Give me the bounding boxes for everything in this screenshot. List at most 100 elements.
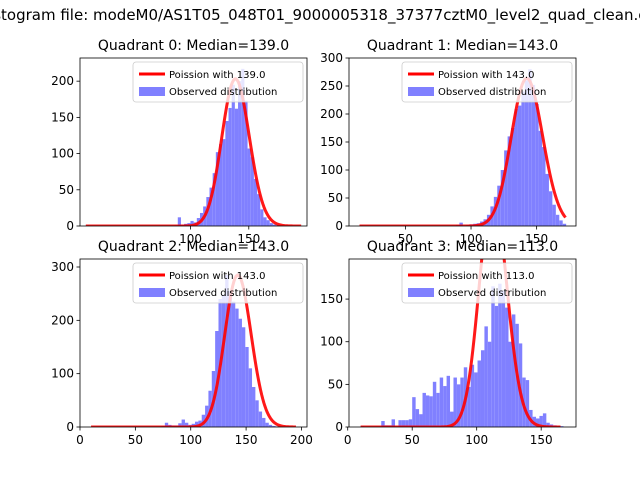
panel-title: Quadrant 2: Median=143.0 bbox=[98, 239, 289, 255]
x-tick-label: 100 bbox=[179, 433, 202, 447]
histogram-bar bbox=[450, 411, 454, 427]
histogram-bar bbox=[459, 222, 463, 226]
histogram-bar bbox=[401, 420, 406, 427]
histogram-bar bbox=[228, 107, 232, 226]
histogram-bar bbox=[231, 301, 236, 427]
histogram-bar bbox=[252, 387, 256, 427]
y-tick-label: 200 bbox=[51, 74, 74, 88]
histogram-bar bbox=[177, 217, 181, 226]
x-tick-label: 100 bbox=[465, 433, 488, 447]
figure-suptitle: Histogram file: modeM0/AS1T05_048T01_900… bbox=[0, 6, 640, 25]
y-tick-label: 0 bbox=[335, 219, 343, 233]
histogram-bar bbox=[436, 392, 440, 427]
y-tick-label: 200 bbox=[320, 107, 343, 121]
y-tick-label: 50 bbox=[328, 191, 343, 205]
y-tick-label: 100 bbox=[320, 335, 343, 349]
histogram-bar bbox=[272, 425, 276, 427]
histogram-bar bbox=[505, 307, 509, 427]
histogram-bar bbox=[508, 341, 512, 427]
histogram-bar bbox=[260, 209, 264, 226]
histogram-bar bbox=[225, 121, 229, 226]
histogram-bar bbox=[560, 426, 564, 427]
poisson-line bbox=[85, 77, 302, 226]
histogram-bar bbox=[542, 147, 546, 226]
histogram-bar bbox=[539, 415, 543, 427]
legend-label-poisson: Poission with 139.0 bbox=[169, 70, 265, 81]
histogram-bar bbox=[221, 294, 226, 427]
histogram-bar bbox=[234, 108, 239, 226]
y-tick-label: 300 bbox=[320, 51, 343, 65]
histogram-bar bbox=[250, 157, 254, 226]
y-tick-label: 100 bbox=[51, 367, 74, 381]
y-tick-label: 300 bbox=[51, 260, 74, 274]
x-tick-label: 0 bbox=[344, 433, 352, 447]
legend-label-poisson: Poission with 113.0 bbox=[438, 271, 534, 282]
histogram-bar bbox=[470, 364, 475, 427]
legend-label-poisson: Poission with 143.0 bbox=[169, 271, 265, 282]
histogram-bar bbox=[405, 420, 409, 427]
legend-observed-swatch bbox=[408, 87, 434, 96]
histogram-bar bbox=[257, 194, 261, 226]
histogram-bar bbox=[498, 283, 502, 427]
histogram-bar bbox=[548, 191, 553, 226]
histogram-bar bbox=[195, 421, 199, 427]
histogram-bar bbox=[238, 318, 242, 427]
histogram-bar bbox=[507, 136, 512, 226]
legend-label-observed: Observed distribution bbox=[438, 288, 546, 299]
histogram-bar bbox=[500, 170, 505, 226]
panel-quadrant-3: 0 50 100 150 0 50 100 150 Quadrant 3: Median=113… bbox=[320, 239, 577, 447]
x-tick-label: 50 bbox=[398, 232, 413, 246]
x-tick-label: 100 bbox=[179, 232, 202, 246]
histogram-bar bbox=[266, 220, 270, 226]
y-tick-label: 100 bbox=[320, 163, 343, 177]
histogram-bar bbox=[474, 372, 478, 427]
y-tick-label: 50 bbox=[328, 377, 343, 391]
y-tick-label: 150 bbox=[320, 292, 343, 306]
legend-observed-swatch bbox=[408, 288, 434, 297]
poisson-line bbox=[360, 259, 561, 427]
x-tick-label: 100 bbox=[460, 232, 483, 246]
histogram-bar bbox=[412, 397, 416, 427]
legend: Poission with 139.0 Observed distribution bbox=[132, 61, 304, 103]
y-tick-label: 150 bbox=[51, 110, 74, 124]
x-tick-label: 150 bbox=[530, 433, 553, 447]
histogram-bar bbox=[559, 220, 563, 226]
histogram-bar bbox=[536, 418, 540, 427]
histogram-bar bbox=[432, 381, 437, 427]
histogram-bar bbox=[525, 380, 530, 427]
histogram-bar bbox=[552, 204, 556, 226]
histogram-bar bbox=[531, 84, 536, 226]
histogram-bar bbox=[511, 314, 516, 427]
histogram-bar bbox=[419, 414, 423, 427]
histogram-bar bbox=[555, 214, 560, 226]
y-tick-label: 50 bbox=[59, 183, 74, 197]
histogram-bar bbox=[535, 103, 539, 226]
histogram-bar bbox=[453, 377, 457, 427]
histogram-bar bbox=[201, 414, 206, 427]
histogram-bar bbox=[480, 350, 485, 427]
histogram-bar bbox=[262, 417, 266, 427]
histogram-bar bbox=[491, 286, 495, 427]
histogram-bar bbox=[545, 173, 549, 226]
legend: Poission with 143.0 Observed distribution bbox=[401, 61, 573, 103]
y-tick-label: 0 bbox=[335, 420, 343, 434]
y-tick-label: 100 bbox=[51, 147, 74, 161]
histogram-bar bbox=[546, 422, 550, 427]
histogram-bar bbox=[265, 422, 269, 427]
histogram-bar bbox=[429, 396, 433, 427]
histogram-bar bbox=[484, 326, 488, 427]
y-tick-label: 200 bbox=[51, 313, 74, 327]
legend-label-poisson: Poission with 143.0 bbox=[438, 70, 534, 81]
histogram-bar bbox=[415, 409, 420, 427]
histogram-bar bbox=[268, 424, 273, 427]
legend-frame bbox=[132, 61, 304, 103]
histogram-bar bbox=[225, 275, 229, 427]
y-tick-label: 0 bbox=[66, 219, 74, 233]
axes-frame bbox=[348, 258, 577, 428]
histogram-bar bbox=[562, 223, 567, 226]
x-tick-label: 50 bbox=[128, 433, 143, 447]
histogram-bar bbox=[460, 377, 464, 427]
legend: Poission with 143.0 Observed distribution bbox=[132, 262, 304, 304]
histogram-bar bbox=[494, 305, 499, 427]
x-tick-label: 0 bbox=[76, 433, 84, 447]
